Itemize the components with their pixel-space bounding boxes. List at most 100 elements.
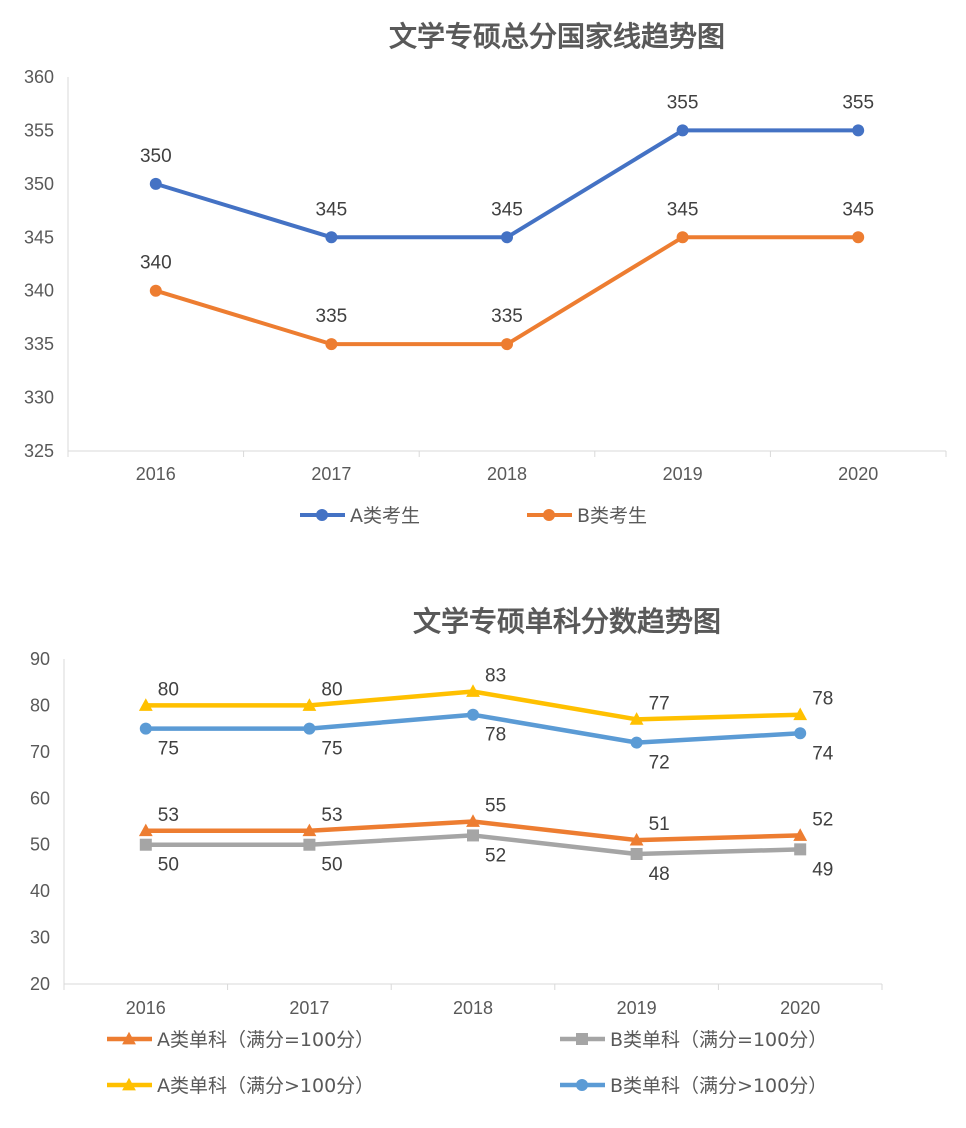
data-point bbox=[149, 284, 162, 297]
chart-2: 文学专硕单科分数趋势图 20 30 40 50 60 70 80 90 2016 2017 2018 2… bbox=[30, 605, 883, 1097]
y-tick-label: 335 bbox=[24, 334, 54, 354]
data-label: 75 bbox=[321, 739, 342, 760]
data-label: 74 bbox=[812, 743, 834, 764]
legend-label: A类单科（满分>100分） bbox=[157, 1075, 374, 1097]
x-tick-label: 2019 bbox=[617, 998, 657, 1018]
chart-1: 文学专硕总分国家线趋势图 325 330 335 340 345 350 355 360 2016… bbox=[24, 20, 947, 527]
data-label: 53 bbox=[158, 805, 179, 826]
legend-item[interactable]: A类单科（满分=100分） bbox=[107, 1029, 374, 1051]
data-point bbox=[793, 707, 808, 721]
y-tick-label: 80 bbox=[30, 695, 50, 715]
data-point bbox=[794, 843, 807, 856]
data-point bbox=[139, 722, 152, 735]
data-point bbox=[467, 708, 479, 721]
data-point bbox=[302, 698, 317, 711]
data-point bbox=[303, 722, 316, 735]
y-tick-label: 325 bbox=[24, 441, 54, 461]
y-tick-label: 355 bbox=[24, 120, 54, 140]
legend-label: B类单科（满分>100分） bbox=[610, 1075, 827, 1097]
data-label: 78 bbox=[485, 725, 506, 746]
data-label: 340 bbox=[140, 253, 172, 274]
data-label: 80 bbox=[158, 679, 179, 700]
x-tick-label: 2018 bbox=[487, 464, 527, 484]
data-label: 345 bbox=[667, 199, 699, 220]
y-tick-label: 90 bbox=[30, 649, 50, 669]
data-label: 52 bbox=[485, 845, 506, 866]
data-label: 72 bbox=[649, 753, 670, 774]
series-2: 340 335 335 345 345 bbox=[140, 199, 874, 351]
legend-item[interactable]: B类考生 bbox=[527, 505, 647, 527]
y-tick-label: 360 bbox=[24, 67, 54, 87]
data-point bbox=[629, 832, 644, 846]
data-point bbox=[852, 231, 865, 244]
data-label: 345 bbox=[842, 199, 874, 220]
data-label: 345 bbox=[316, 199, 348, 220]
legend-marker bbox=[316, 509, 328, 521]
data-point bbox=[629, 712, 644, 725]
data-label: 51 bbox=[649, 814, 670, 835]
data-point bbox=[303, 838, 316, 851]
chart-title: 文学专硕单科分数趋势图 bbox=[413, 605, 721, 638]
y-tick-label: 345 bbox=[24, 227, 54, 247]
legend-marker bbox=[122, 1031, 136, 1045]
x-tick-label: 2016 bbox=[126, 998, 166, 1018]
data-label: 335 bbox=[316, 306, 348, 327]
data-label: 49 bbox=[812, 859, 833, 880]
series-1: 350 345 345 355 355 bbox=[140, 92, 874, 244]
data-label: 80 bbox=[321, 679, 342, 700]
series-3: 80 80 83 77 78 bbox=[138, 666, 833, 725]
data-label: 50 bbox=[158, 855, 179, 876]
legend-item[interactable]: A类单科（满分>100分） bbox=[107, 1075, 374, 1097]
legend-item[interactable]: A类考生 bbox=[300, 505, 420, 527]
data-point bbox=[630, 848, 643, 860]
data-point bbox=[676, 124, 689, 137]
y-tick-label: 340 bbox=[24, 281, 54, 301]
y-tick-label: 330 bbox=[24, 388, 54, 408]
legend-label: B类考生 bbox=[577, 505, 647, 527]
data-point bbox=[467, 829, 479, 842]
data-label: 83 bbox=[485, 666, 506, 687]
y-tick-label: 60 bbox=[30, 788, 50, 808]
data-label: 75 bbox=[158, 739, 179, 760]
legend-label: A类单科（满分=100分） bbox=[157, 1029, 374, 1051]
data-point bbox=[466, 814, 480, 827]
y-tick-label: 350 bbox=[24, 174, 54, 194]
y-tick-label: 30 bbox=[30, 928, 50, 948]
series-line bbox=[155, 128, 859, 240]
data-point bbox=[852, 124, 865, 137]
legend-label: B类单科（满分=100分） bbox=[610, 1029, 827, 1051]
data-point bbox=[676, 231, 689, 244]
legend-item[interactable]: B类单科（满分>100分） bbox=[560, 1075, 827, 1097]
x-tick-label: 2017 bbox=[289, 998, 329, 1018]
chart-title: 文学专硕总分国家线趋势图 bbox=[389, 20, 725, 53]
data-point bbox=[501, 231, 513, 244]
data-point bbox=[630, 736, 643, 749]
data-label: 350 bbox=[140, 146, 172, 167]
x-tick-label: 2017 bbox=[311, 464, 351, 484]
series-4: 75 75 78 72 74 bbox=[139, 708, 834, 774]
data-point bbox=[138, 698, 153, 711]
y-tick-label: 40 bbox=[30, 881, 50, 901]
data-label: 345 bbox=[491, 199, 523, 220]
data-label: 355 bbox=[667, 92, 699, 113]
legend-item[interactable]: B类单科（满分=100分） bbox=[560, 1029, 827, 1051]
data-label: 53 bbox=[321, 805, 342, 826]
data-label: 52 bbox=[812, 809, 833, 830]
y-tick-label: 70 bbox=[30, 742, 50, 762]
data-point bbox=[325, 338, 338, 351]
x-tick-label: 2020 bbox=[838, 464, 878, 484]
data-point bbox=[325, 231, 338, 244]
data-label: 77 bbox=[649, 693, 670, 714]
data-point bbox=[139, 838, 152, 851]
x-tick-label: 2018 bbox=[453, 998, 493, 1018]
data-label: 48 bbox=[649, 864, 670, 885]
y-tick-label: 20 bbox=[30, 974, 50, 994]
legend-label: A类考生 bbox=[350, 505, 420, 527]
data-label: 55 bbox=[485, 796, 506, 817]
legend-marker bbox=[122, 1077, 136, 1091]
legend-marker bbox=[576, 1033, 588, 1045]
data-point bbox=[501, 338, 513, 351]
data-label: 78 bbox=[812, 689, 833, 710]
series-1: 53 53 55 51 52 bbox=[138, 796, 833, 846]
